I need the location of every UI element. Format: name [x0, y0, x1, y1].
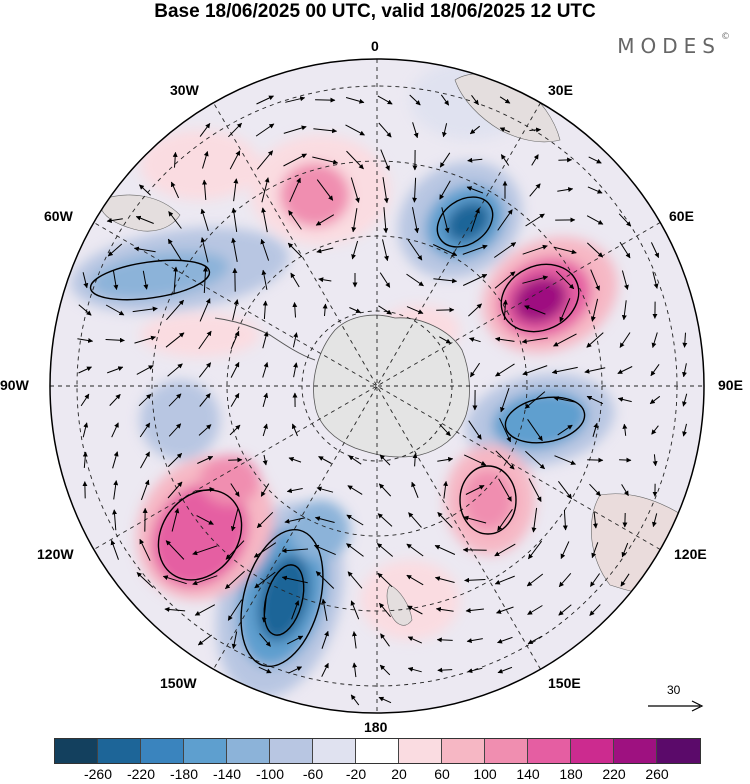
lon-label-60w: 60W	[44, 208, 73, 224]
colorbar-swatch	[184, 739, 227, 763]
colorbar-tick-labels: -260 -220 -180 -140 -100 -60 -20 20 60 100 140 180 2…	[0, 766, 750, 784]
lon-label-120e: 120E	[674, 546, 707, 562]
colorbar-tick-label: -60	[303, 766, 323, 782]
colorbar-swatch	[528, 739, 571, 763]
colorbar-swatch	[313, 739, 356, 763]
colorbar-swatch	[98, 739, 141, 763]
lon-label-30w: 30W	[170, 82, 199, 98]
colorbar-tick-label: -100	[256, 766, 284, 782]
lon-label-0: 0	[371, 38, 379, 54]
reference-vector-label: 30	[667, 683, 680, 697]
lon-label-150e: 150E	[548, 675, 581, 691]
colorbar-swatch	[356, 739, 399, 763]
colorbar-tick-label: 60	[434, 766, 450, 782]
wind-vector	[587, 460, 603, 461]
colorbar-swatch	[614, 739, 657, 763]
lon-label-30e: 30E	[548, 82, 573, 98]
colorbar-swatch	[442, 739, 485, 763]
colorbar	[54, 738, 701, 764]
colorbar-tick-label: 260	[645, 766, 668, 782]
colorbar-tick-label: -20	[346, 766, 366, 782]
colorbar-swatch	[227, 739, 270, 763]
colorbar-swatch	[399, 739, 442, 763]
colorbar-tick-label: 140	[516, 766, 539, 782]
colorbar-swatch	[270, 739, 313, 763]
wind-vector	[619, 460, 631, 461]
colorbar-tick-label: -260	[84, 766, 112, 782]
lon-label-90e: 90E	[718, 377, 743, 393]
colorbar-swatch	[55, 739, 98, 763]
colorbar-tick-label: 100	[473, 766, 496, 782]
lon-label-90w: 90W	[0, 377, 29, 393]
colorbar-swatch	[571, 739, 614, 763]
colorbar-swatch	[485, 739, 528, 763]
colorbar-tick-label: -180	[170, 766, 198, 782]
colorbar-tick-label: 180	[559, 766, 582, 782]
colorbar-swatch	[141, 739, 184, 763]
colorbar-tick-label: 20	[391, 766, 407, 782]
lon-label-180: 180	[364, 719, 387, 735]
colorbar-swatch	[657, 739, 700, 763]
colorbar-tick-label: -220	[127, 766, 155, 782]
antarctica	[314, 315, 470, 457]
reference-vector-arrow	[646, 699, 706, 713]
colorbar-tick-label: 220	[602, 766, 625, 782]
lon-label-120w: 120W	[37, 546, 74, 562]
lon-label-150w: 150W	[160, 675, 197, 691]
colorbar-tick-label: -140	[213, 766, 241, 782]
lon-label-60e: 60E	[669, 208, 694, 224]
